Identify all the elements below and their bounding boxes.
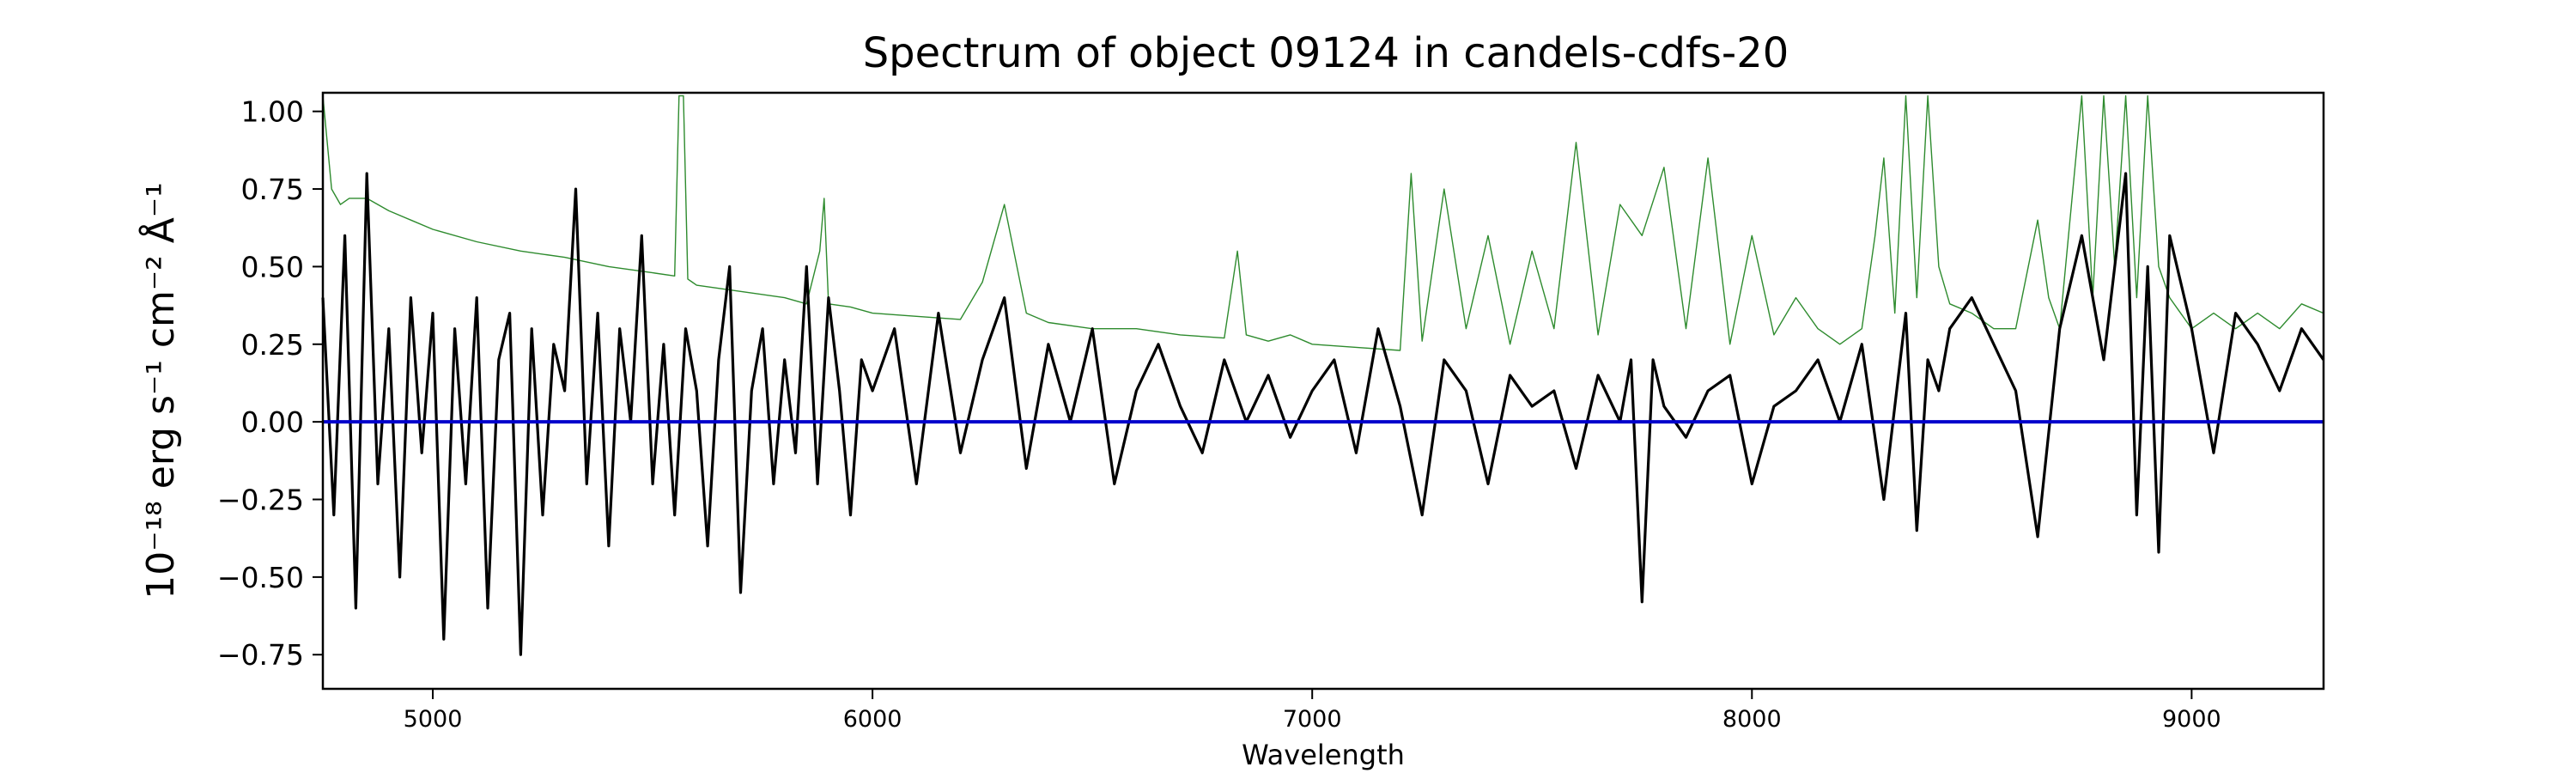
x-axis-label: Wavelength [1242,739,1405,771]
y-tick-label: 1.00 [241,95,304,129]
flux-series-line [321,172,2325,656]
y-tick-label: 0.00 [241,405,304,439]
x-axis-ticks: 5000 6000 7000 8000 9000 [404,689,2221,733]
y-tick-label: 0.50 [241,250,304,283]
y-axis-label: 10⁻¹⁸ erg s⁻¹ cm⁻² Å⁻¹ [137,182,183,599]
model-series-line [322,94,2324,351]
x-tick-label: 8000 [1722,706,1782,733]
x-tick-label: 7000 [1283,706,1342,733]
plot-series [321,94,2325,656]
y-tick-label: 0.25 [241,328,304,362]
plot-frame [321,91,2325,691]
y-tick-label: −0.25 [217,484,304,517]
x-tick-label: 6000 [843,706,902,733]
y-tick-label: 0.75 [241,173,304,206]
y-tick-label: −0.75 [217,638,304,672]
x-tick-label: 5000 [404,706,463,733]
x-tick-label: 9000 [2162,706,2221,733]
y-axis-ticks: −0.75 −0.50 −0.25 0.00 0.25 0.50 0.75 1.00 [217,95,323,672]
y-tick-label: −0.50 [217,561,304,594]
chart-title: Spectrum of object 09124 in candels-cdfs… [863,29,1789,77]
